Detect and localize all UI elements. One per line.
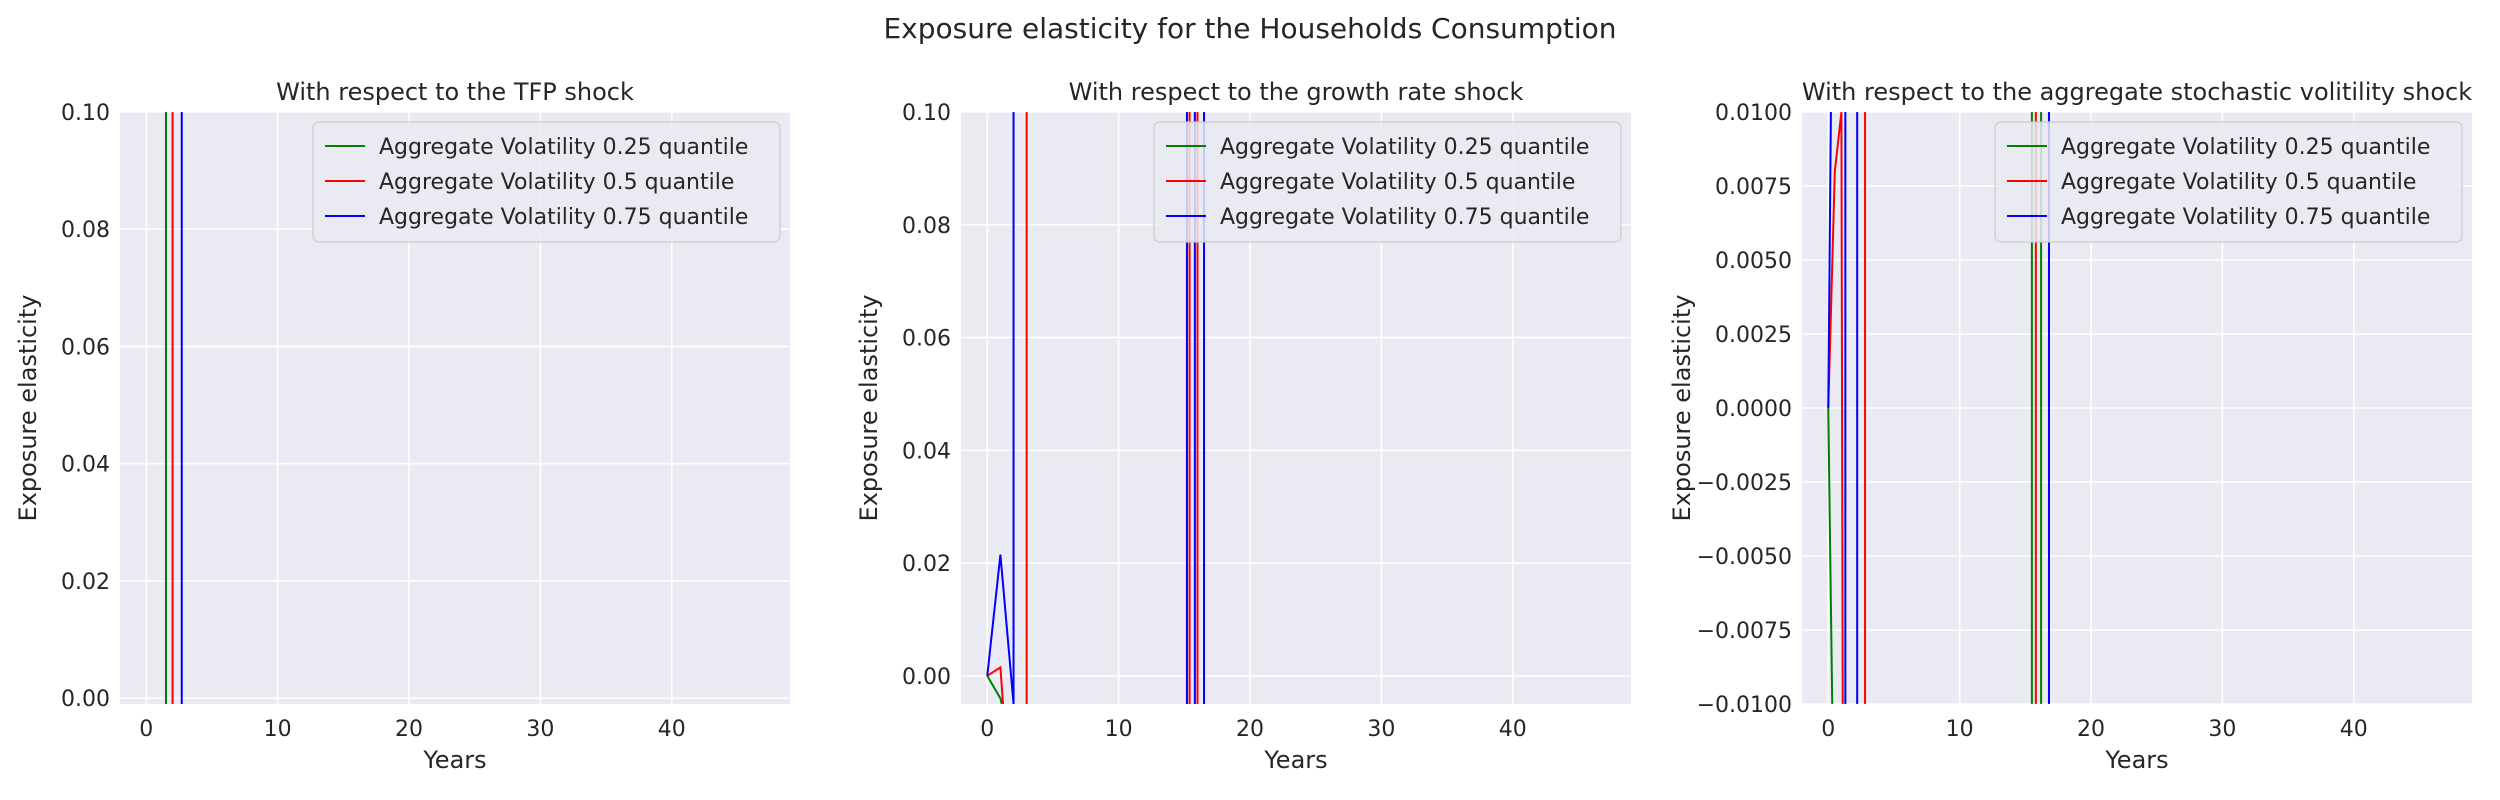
legend-box — [1994, 121, 2463, 243]
y-tick-label: 0.06 — [902, 327, 951, 352]
legend-label: Aggregate Volatility 0.75 quantile — [379, 205, 748, 230]
x-axis-label: Years — [1263, 746, 1327, 774]
x-axis-label: Years — [422, 746, 486, 774]
y-axis-label: Exposure elasticity — [855, 295, 883, 522]
figure-title: Exposure elasticity for the Households C… — [883, 12, 1616, 45]
legend: Aggregate Volatility 0.25 quantile Aggreg… — [312, 121, 781, 243]
y-tick-label: 0.0025 — [1715, 323, 1792, 348]
legend-label: Aggregate Volatility 0.5 quantile — [1220, 170, 1575, 195]
subplot-title: With respect to the TFP shock — [276, 78, 634, 106]
x-tick-label: 0 — [980, 717, 994, 742]
series-lines — [986, 112, 1206, 704]
y-tick-label: 0.0000 — [1715, 397, 1792, 422]
x-tick-label: 40 — [658, 717, 686, 742]
y-tick-label: −0.0050 — [1697, 545, 1792, 570]
series-line-3 — [986, 112, 1206, 704]
x-tick-label: 30 — [1367, 717, 1395, 742]
y-tick-label: 0.10 — [902, 101, 951, 126]
subplot-title: With respect to the aggregate stochastic… — [1802, 78, 2472, 106]
subplot-title: With respect to the growth rate shock — [1069, 78, 1524, 106]
subplots: 0 10 20 30 40 0.00 0.02 0.04 0.06 0.08 0.10 With re… — [14, 78, 2472, 774]
y-tick-label: 0.08 — [902, 214, 951, 239]
x-tick-label: 20 — [1236, 717, 1264, 742]
y-tick-label: 0.0075 — [1715, 175, 1792, 200]
legend-label: Aggregate Volatility 0.25 quantile — [379, 135, 748, 160]
legend-label: Aggregate Volatility 0.5 quantile — [379, 170, 734, 195]
series-line-2 — [986, 112, 1199, 704]
legend-label: Aggregate Volatility 0.75 quantile — [2061, 205, 2430, 230]
x-tick-label: 40 — [2340, 717, 2368, 742]
x-tick-label: 10 — [1946, 717, 1974, 742]
y-tick-label: 0.0050 — [1715, 249, 1792, 274]
x-tick-label: 20 — [395, 717, 423, 742]
x-tick-label: 0 — [139, 717, 153, 742]
x-tick-label: 20 — [2077, 717, 2105, 742]
x-tick-label: 10 — [1105, 717, 1133, 742]
y-tick-label: 0.10 — [61, 101, 110, 126]
y-axis-label: Exposure elasticity — [1668, 295, 1696, 522]
y-tick-label: −0.0100 — [1697, 693, 1792, 718]
y-tick-label: 0.00 — [61, 687, 110, 712]
y-axis-label: Exposure elasticity — [14, 295, 42, 522]
subplot-1: 0 10 20 30 40 0.00 0.02 0.04 0.06 0.08 0.10 With re… — [14, 78, 790, 774]
x-tick-label: 10 — [264, 717, 292, 742]
y-tick-label: 0.00 — [902, 665, 951, 690]
y-tick-label: 0.02 — [902, 552, 951, 577]
series-lines — [164, 112, 183, 704]
legend: Aggregate Volatility 0.25 quantile Aggreg… — [1153, 121, 1622, 243]
series-line-3 — [1827, 112, 2050, 704]
legend-label: Aggregate Volatility 0.25 quantile — [2061, 135, 2430, 160]
y-tick-label: 0.06 — [61, 335, 110, 360]
y-tick-label: 0.02 — [61, 570, 110, 595]
y-tick-label: 0.08 — [61, 218, 110, 243]
legend-label: Aggregate Volatility 0.5 quantile — [2061, 170, 2416, 195]
legend-label: Aggregate Volatility 0.75 quantile — [1220, 205, 1589, 230]
y-tick-label: −0.0025 — [1697, 471, 1792, 496]
x-tick-label: 40 — [1499, 717, 1527, 742]
x-tick-label: 30 — [2208, 717, 2236, 742]
legend-box — [1153, 121, 1622, 243]
y-tick-label: 0.04 — [61, 453, 110, 478]
y-tick-label: 0.04 — [902, 439, 951, 464]
legend-label: Aggregate Volatility 0.25 quantile — [1220, 135, 1589, 160]
x-tick-label: 0 — [1821, 717, 1835, 742]
subplot-3: 0 10 20 30 40 −0.0100 −0.0075 −0.0050 −0.0025 0.0… — [1668, 78, 2472, 774]
x-tick-label: 30 — [526, 717, 554, 742]
y-tick-label: 0.0100 — [1715, 101, 1792, 126]
x-axis-label: Years — [2104, 746, 2168, 774]
subplot-2: 0 10 20 30 40 0.00 0.02 0.04 0.06 0.08 0.10 With re… — [855, 78, 1631, 774]
legend-box — [312, 121, 781, 243]
y-tick-label: −0.0075 — [1697, 619, 1792, 644]
legend: Aggregate Volatility 0.25 quantile Aggreg… — [1994, 121, 2463, 243]
series-line-1 — [986, 675, 1003, 704]
